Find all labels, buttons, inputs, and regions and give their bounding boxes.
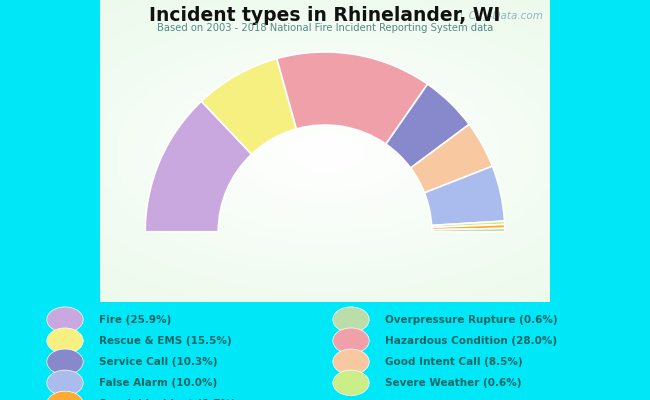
Wedge shape [432, 228, 505, 232]
Text: Service Call (10.3%): Service Call (10.3%) [99, 357, 218, 367]
Wedge shape [277, 52, 428, 144]
Ellipse shape [333, 307, 369, 332]
Ellipse shape [47, 307, 83, 332]
Ellipse shape [333, 349, 369, 374]
Text: Good Intent Call (8.5%): Good Intent Call (8.5%) [385, 357, 523, 367]
Text: Severe Weather (0.6%): Severe Weather (0.6%) [385, 378, 522, 388]
Text: Overpressure Rupture (0.6%): Overpressure Rupture (0.6%) [385, 315, 558, 325]
Text: Hazardous Condition (28.0%): Hazardous Condition (28.0%) [385, 336, 558, 346]
Ellipse shape [333, 328, 369, 354]
Wedge shape [411, 124, 493, 193]
Text: ⓘ  City-Data.com: ⓘ City-Data.com [456, 11, 543, 21]
Ellipse shape [47, 328, 83, 354]
Wedge shape [432, 221, 504, 228]
Text: Fire (25.9%): Fire (25.9%) [99, 315, 172, 325]
Wedge shape [145, 101, 252, 232]
Text: False Alarm (10.0%): False Alarm (10.0%) [99, 378, 218, 388]
Wedge shape [202, 58, 296, 154]
Wedge shape [432, 224, 505, 230]
Ellipse shape [47, 391, 83, 400]
Ellipse shape [47, 370, 83, 396]
Wedge shape [424, 166, 504, 226]
Text: Special Incident (0.7%): Special Incident (0.7%) [99, 399, 236, 400]
Text: Rescue & EMS (15.5%): Rescue & EMS (15.5%) [99, 336, 232, 346]
Text: Incident types in Rhinelander, WI: Incident types in Rhinelander, WI [150, 6, 500, 25]
Ellipse shape [47, 349, 83, 374]
Text: Based on 2003 - 2018 National Fire Incident Reporting System data: Based on 2003 - 2018 National Fire Incid… [157, 23, 493, 33]
Ellipse shape [333, 370, 369, 396]
Wedge shape [386, 84, 469, 168]
